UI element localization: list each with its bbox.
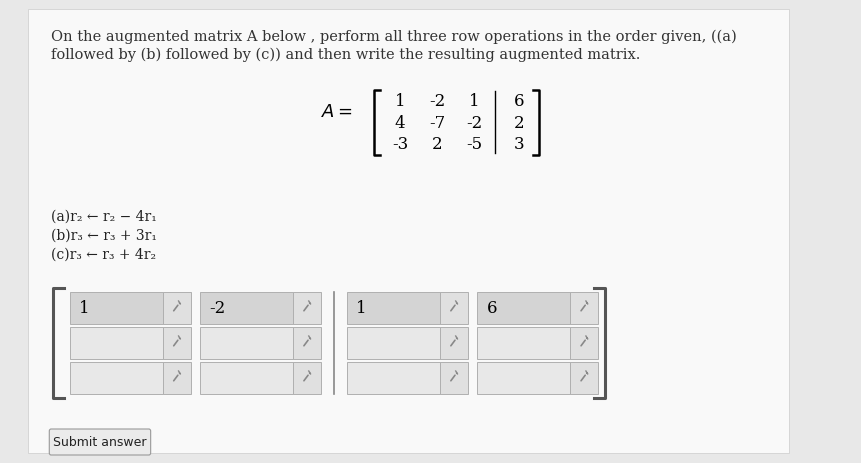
FancyBboxPatch shape — [49, 429, 151, 455]
Text: 1: 1 — [356, 300, 367, 317]
Bar — [293, 292, 320, 324]
Text: 6: 6 — [486, 300, 496, 317]
Bar — [293, 362, 320, 394]
Text: -7: -7 — [429, 114, 445, 131]
Text: -3: -3 — [392, 136, 407, 153]
Bar — [476, 292, 569, 324]
Text: 1: 1 — [394, 92, 405, 109]
Bar — [70, 292, 163, 324]
Bar — [569, 362, 598, 394]
Bar — [293, 327, 320, 359]
Bar — [346, 327, 439, 359]
Bar — [439, 327, 468, 359]
Text: 3: 3 — [513, 136, 523, 153]
Text: 6: 6 — [513, 92, 523, 109]
Text: -5: -5 — [466, 136, 482, 153]
Bar — [569, 327, 598, 359]
Bar — [476, 362, 569, 394]
Text: 1: 1 — [468, 92, 479, 109]
Text: On the augmented matrix A below , perform all three row operations in the order : On the augmented matrix A below , perfor… — [51, 30, 736, 44]
Text: (b)r₃ ← r₃ + 3r₁: (b)r₃ ← r₃ + 3r₁ — [51, 229, 157, 243]
Text: (c)r₃ ← r₃ + 4r₂: (c)r₃ ← r₃ + 4r₂ — [51, 247, 156, 262]
Bar — [70, 362, 163, 394]
Text: -2: -2 — [466, 114, 482, 131]
Text: (a)r₂ ← r₂ − 4r₁: (a)r₂ ← r₂ − 4r₁ — [51, 210, 157, 224]
FancyBboxPatch shape — [28, 10, 788, 453]
Text: $A=$: $A=$ — [320, 103, 352, 121]
Bar — [346, 292, 439, 324]
Bar — [163, 292, 190, 324]
Bar — [70, 327, 163, 359]
Text: 4: 4 — [394, 114, 405, 131]
Text: -2: -2 — [209, 300, 226, 317]
Text: 2: 2 — [431, 136, 442, 153]
Text: 2: 2 — [513, 114, 523, 131]
Bar — [163, 362, 190, 394]
Bar — [439, 292, 468, 324]
Bar — [569, 292, 598, 324]
Text: Submit answer: Submit answer — [53, 436, 146, 449]
Text: followed by (b) followed by (c)) and then write the resulting augmented matrix.: followed by (b) followed by (c)) and the… — [51, 48, 640, 62]
Bar — [346, 362, 439, 394]
Bar — [200, 327, 293, 359]
Bar — [200, 292, 293, 324]
Bar — [476, 327, 569, 359]
Bar — [439, 362, 468, 394]
Bar — [200, 362, 293, 394]
Text: 1: 1 — [79, 300, 90, 317]
Text: -2: -2 — [429, 92, 445, 109]
Bar — [163, 327, 190, 359]
